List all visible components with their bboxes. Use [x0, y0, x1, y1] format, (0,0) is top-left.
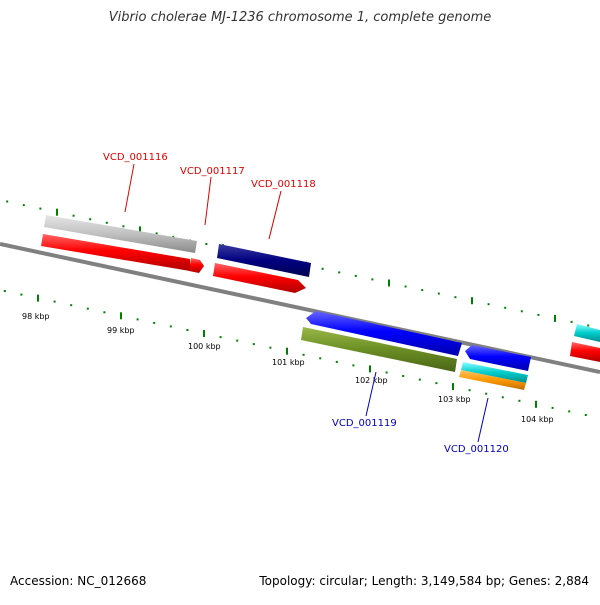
cds-vcd-001119[interactable]	[306, 311, 462, 356]
reverse-features	[301, 311, 531, 390]
ruler-labels: 98 kbp 99 kbp 100 kbp 101 kbp 102 kbp 10…	[22, 312, 554, 424]
cds-vcd-001116[interactable]	[41, 234, 190, 271]
gene-label-vcd-001116[interactable]: VCD_001116	[103, 152, 168, 163]
gene-label-leaders	[124, 163, 489, 443]
ruler-label: 104 kbp	[521, 415, 554, 424]
leader-vcd-001117	[204, 176, 212, 226]
gene-labels: VCD_001116 VCD_001117 VCD_001118 VCD_001…	[103, 152, 509, 455]
cds-vcd-001117[interactable]	[189, 258, 204, 273]
feature-grey-forward	[44, 215, 197, 253]
ruler-label: 98 kbp	[22, 312, 50, 321]
gene-label-vcd-001118[interactable]: VCD_001118	[251, 179, 316, 190]
feature-cyan-edge	[574, 324, 600, 342]
forward-features	[41, 215, 600, 362]
leader-vcd-001120	[477, 397, 489, 443]
ruler-label: 103 kbp	[438, 395, 471, 404]
leader-vcd-001116	[124, 163, 135, 213]
genome-summary-text: Topology: circular; Length: 3,149,584 bp…	[259, 574, 589, 588]
ruler-label: 102 kbp	[355, 376, 388, 385]
gene-label-vcd-001119[interactable]: VCD_001119	[332, 418, 397, 429]
cds-forward-edge[interactable]	[570, 342, 600, 362]
feature-olive-reverse	[301, 327, 457, 372]
feature-orange-reverse	[459, 370, 526, 390]
ruler-label: 101 kbp	[272, 358, 305, 367]
feature-cyan-reverse	[461, 362, 528, 383]
reverse-tick-row	[3, 290, 587, 416]
accession-text: Accession: NC_012668	[10, 574, 147, 588]
gene-label-vcd-001120[interactable]: VCD_001120	[444, 444, 509, 455]
leader-vcd-001118	[268, 190, 282, 240]
cds-vcd-001118[interactable]	[213, 263, 306, 293]
ruler-label: 100 kbp	[188, 342, 221, 351]
leader-vcd-001119	[365, 371, 377, 417]
cds-vcd-001120[interactable]	[465, 345, 531, 371]
map-title: Vibrio cholerae MJ-1236 chromosome 1, co…	[108, 10, 492, 25]
gene-label-vcd-001117[interactable]: VCD_001117	[180, 166, 245, 177]
chromosome-backbone	[0, 242, 600, 374]
ruler-label: 99 kbp	[107, 326, 135, 335]
feature-navy-forward	[217, 244, 311, 277]
